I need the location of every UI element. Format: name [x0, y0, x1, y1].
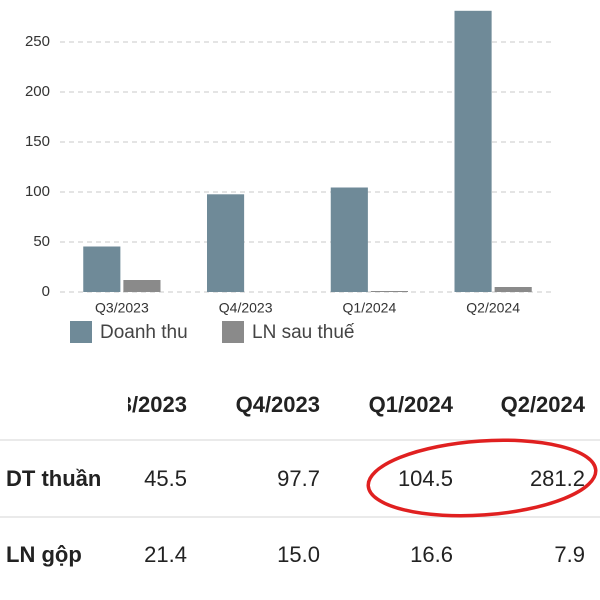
y-tick-label: 200: [25, 83, 50, 100]
bar: [123, 280, 161, 292]
legend-swatch: [222, 321, 244, 343]
x-tick-label: Q2/2024: [466, 300, 520, 316]
cell: 21.4: [144, 542, 187, 567]
cell: 15.0: [277, 542, 320, 567]
x-tick-label: Q1/2024: [343, 300, 397, 316]
y-tick-label: 50: [33, 233, 50, 250]
row-label: DT thuần: [6, 466, 101, 491]
column-header: Q1/2024: [369, 392, 454, 417]
y-tick-label: 0: [42, 283, 50, 300]
cell: 7.9: [554, 542, 585, 567]
cell: 45.5: [144, 466, 187, 491]
y-tick-label: 150: [25, 133, 50, 150]
y-tick-label: 100: [25, 183, 50, 200]
bar: [330, 187, 368, 292]
cell: 97.7: [277, 466, 320, 491]
annotation-circle: [366, 438, 598, 518]
bar: [454, 10, 492, 293]
cell: 104.5: [398, 466, 453, 491]
row-label: LN gộp: [6, 542, 82, 567]
legend-label: Doanh thu: [100, 322, 188, 343]
bar: [494, 287, 532, 292]
cell: 281.2: [530, 466, 585, 491]
x-tick-label: Q4/2023: [219, 300, 273, 316]
table: Q3/2023 Q4/2023 Q1/2024 Q2/2024 DT thuần 45.5…: [0, 392, 600, 567]
bar: [370, 291, 408, 292]
x-tick-label: Q3/2023: [95, 300, 149, 316]
bar: [83, 246, 121, 292]
column-header: Q4/2023: [236, 392, 320, 417]
bar: [207, 194, 245, 292]
cell: 16.6: [410, 542, 453, 567]
y-tick-label: 250: [25, 33, 50, 50]
legend-swatch: [70, 321, 92, 343]
column-header: Q3/2023: [103, 392, 187, 417]
chart: 0 50 100 150 200 250 Q3/2023 Q4/2023 Q1/2024 Q2/2…: [25, 10, 555, 343]
column-header: Q2/2024: [501, 392, 586, 417]
legend-label: LN sau thuế: [252, 322, 355, 343]
